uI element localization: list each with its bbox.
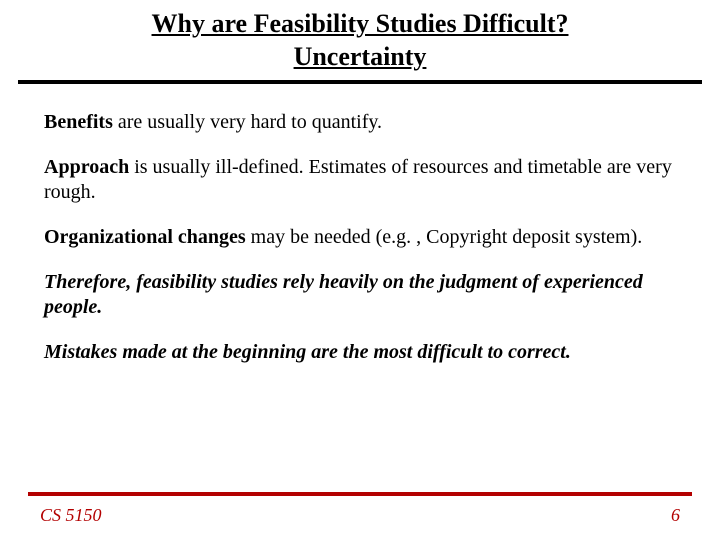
title-line-2: Uncertainty [0, 41, 720, 74]
slide-body: Benefits are usually very hard to quanti… [44, 110, 676, 385]
para-rest: are usually very hard to quantify. [113, 111, 382, 133]
slide-title: Why are Feasibility Studies Difficult? U… [0, 0, 720, 73]
slide: Why are Feasibility Studies Difficult? U… [0, 0, 720, 540]
para-rest: may be needed (e.g. , Copyright deposit … [246, 226, 643, 248]
slide-footer: CS 5150 6 [40, 505, 680, 526]
para-approach: Approach is usually ill-defined. Estimat… [44, 155, 676, 205]
title-line-1: Why are Feasibility Studies Difficult? [0, 8, 720, 41]
para-therefore: Therefore, feasibility studies rely heav… [44, 270, 676, 320]
para-org-changes: Organizational changes may be needed (e.… [44, 225, 676, 250]
para-lead: Approach [44, 156, 129, 178]
para-benefits: Benefits are usually very hard to quanti… [44, 110, 676, 135]
title-underline-rule [18, 80, 702, 84]
para-lead: Benefits [44, 111, 113, 133]
footer-course-code: CS 5150 [40, 505, 102, 526]
para-lead: Organizational changes [44, 226, 246, 248]
para-rest: is usually ill-defined. Estimates of res… [44, 156, 672, 203]
para-mistakes: Mistakes made at the beginning are the m… [44, 340, 676, 365]
footer-rule [28, 492, 692, 496]
footer-page-number: 6 [671, 505, 680, 526]
